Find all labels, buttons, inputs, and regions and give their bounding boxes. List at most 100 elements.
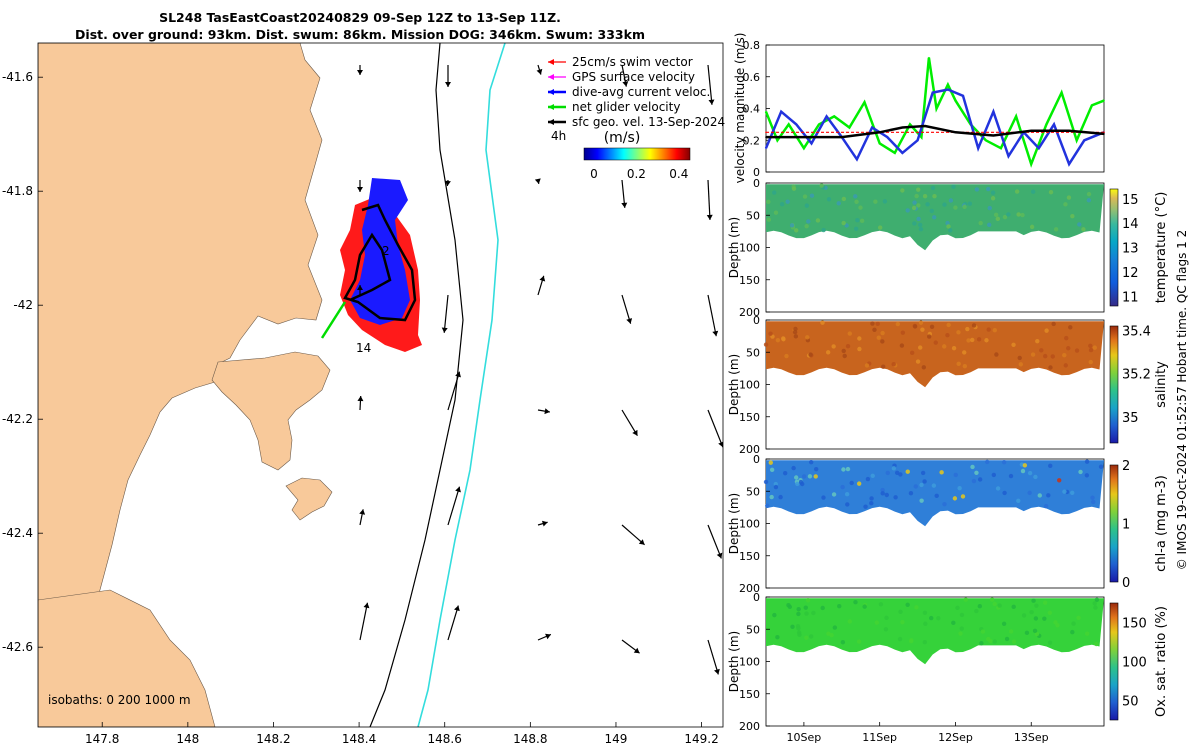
- section-sample-point: [794, 228, 799, 233]
- section-colorbar-label: Ox. sat. ratio (%): [1154, 606, 1169, 717]
- section-sample-point: [796, 606, 801, 612]
- section-colorbar: [1109, 464, 1119, 583]
- sfc-velocity-arrowhead: [541, 520, 548, 527]
- section-sample-point: [1016, 212, 1021, 217]
- section-sample-point: [1084, 473, 1090, 478]
- sfc-velocity-arrowhead: [445, 82, 451, 87]
- section-sample-point: [908, 491, 914, 496]
- velocity-data-point: [795, 123, 798, 126]
- section-sample-point: [842, 353, 847, 359]
- section-sample-point: [1037, 493, 1042, 498]
- section-sample-point: [805, 335, 810, 340]
- section-data-fill: [766, 460, 1104, 527]
- section-sample-point: [959, 612, 965, 618]
- surface-vector-field: [357, 64, 723, 675]
- legend-swatch-head: [548, 74, 554, 80]
- map-x-tick-label: 149: [605, 732, 628, 746]
- section-sample-point: [1032, 628, 1038, 634]
- section-sample-point: [1063, 202, 1068, 207]
- velocity-data-point: [825, 115, 828, 118]
- section-sample-point: [971, 323, 977, 328]
- section-sample-point: [840, 484, 845, 490]
- section-sample-point: [946, 322, 951, 328]
- section-sample-point: [804, 635, 809, 640]
- section-sample-point: [769, 467, 775, 473]
- section-sample-point: [951, 345, 957, 351]
- velocity-data-point: [924, 125, 926, 127]
- legend-swatch-head: [548, 119, 554, 125]
- section-sample-point: [794, 475, 799, 480]
- section-y-label: Depth (m): [727, 354, 741, 415]
- section-sample-point: [989, 597, 995, 602]
- section-sample-point: [916, 216, 921, 222]
- section-sample-point: [841, 220, 846, 226]
- section-y-tick-label: 150: [739, 688, 760, 701]
- section-sample-point: [845, 502, 850, 507]
- sfc-velocity-arrow: [443, 294, 449, 333]
- section-sample-point: [826, 197, 832, 202]
- section-sample-point: [919, 498, 924, 503]
- map-y-tick-label: -41.8: [2, 184, 33, 198]
- section-sample-point: [1057, 478, 1062, 483]
- section-sample-point: [951, 620, 956, 626]
- section-sample-point: [997, 603, 1002, 608]
- section-colorbar-tick-label: 50: [1122, 695, 1139, 710]
- section-sample-point: [784, 353, 789, 359]
- section-sample-point: [931, 483, 937, 488]
- sfc-velocity-arrowhead: [536, 68, 543, 75]
- section-y-tick-label: 0: [753, 177, 760, 190]
- section-sample-point: [791, 186, 797, 191]
- sfc-velocity-arrowhead: [708, 99, 715, 105]
- section-sample-point: [872, 327, 877, 332]
- section-sample-point: [986, 222, 992, 228]
- velocity-data-point: [947, 83, 949, 86]
- section-sample-point: [1086, 198, 1092, 203]
- sfc-velocity-arrowhead: [622, 81, 629, 87]
- velocity-data-point: [840, 136, 843, 138]
- velocity-data-point: [1053, 123, 1055, 126]
- velocity-data-point: [1000, 147, 1002, 149]
- section-sample-point: [870, 321, 875, 326]
- section-sample-point: [957, 486, 962, 491]
- section-sample-point: [873, 199, 878, 204]
- velocity-data-point: [787, 123, 790, 126]
- sfc-velocity-arrowhead: [626, 318, 633, 324]
- legend-swatch-head: [548, 89, 554, 95]
- section-sample-point: [1027, 490, 1032, 496]
- velocity-data-point: [935, 107, 938, 110]
- sfc-velocity-arrow: [707, 639, 719, 675]
- section-colorbar-label: salinity: [1154, 361, 1169, 408]
- section-y-tick-label: 150: [739, 411, 760, 424]
- velocity-y-tick-label: 0.2: [743, 134, 761, 147]
- section-sample-point: [826, 631, 831, 636]
- net-glider-arrow: [320, 301, 347, 339]
- section-sample-point: [882, 199, 888, 204]
- section-y-tick-label: 100: [739, 242, 760, 255]
- section-sample-point: [946, 224, 951, 229]
- section-sample-point: [763, 479, 769, 485]
- section-colorbar-tick-label: 14: [1122, 217, 1139, 232]
- velocity-data-point: [1103, 99, 1105, 102]
- section-sample-point: [1076, 615, 1081, 621]
- section-sample-point: [1017, 355, 1022, 361]
- section-sample-point: [920, 470, 926, 476]
- section-sample-point: [992, 327, 997, 333]
- section-sample-point: [869, 501, 874, 506]
- velocity-data-point: [947, 88, 949, 91]
- section-sample-point: [845, 466, 851, 472]
- sfc-velocity-arrowhead: [621, 202, 628, 208]
- section-colorbar-tick-label: 35.2: [1122, 368, 1151, 383]
- section-sample-point: [952, 496, 958, 501]
- map-x-tick-label: 147.8: [85, 732, 119, 746]
- section-sample-point: [782, 470, 788, 476]
- section-sample-point: [766, 217, 772, 222]
- section-sample-point: [1074, 348, 1080, 353]
- velocity-data-point: [765, 136, 767, 138]
- section-sample-point: [912, 200, 917, 205]
- velocity-data-point: [863, 101, 866, 103]
- sfc-velocity-arrowhead: [712, 330, 719, 337]
- section-sample-point: [791, 465, 796, 471]
- section-sample-point: [942, 501, 947, 507]
